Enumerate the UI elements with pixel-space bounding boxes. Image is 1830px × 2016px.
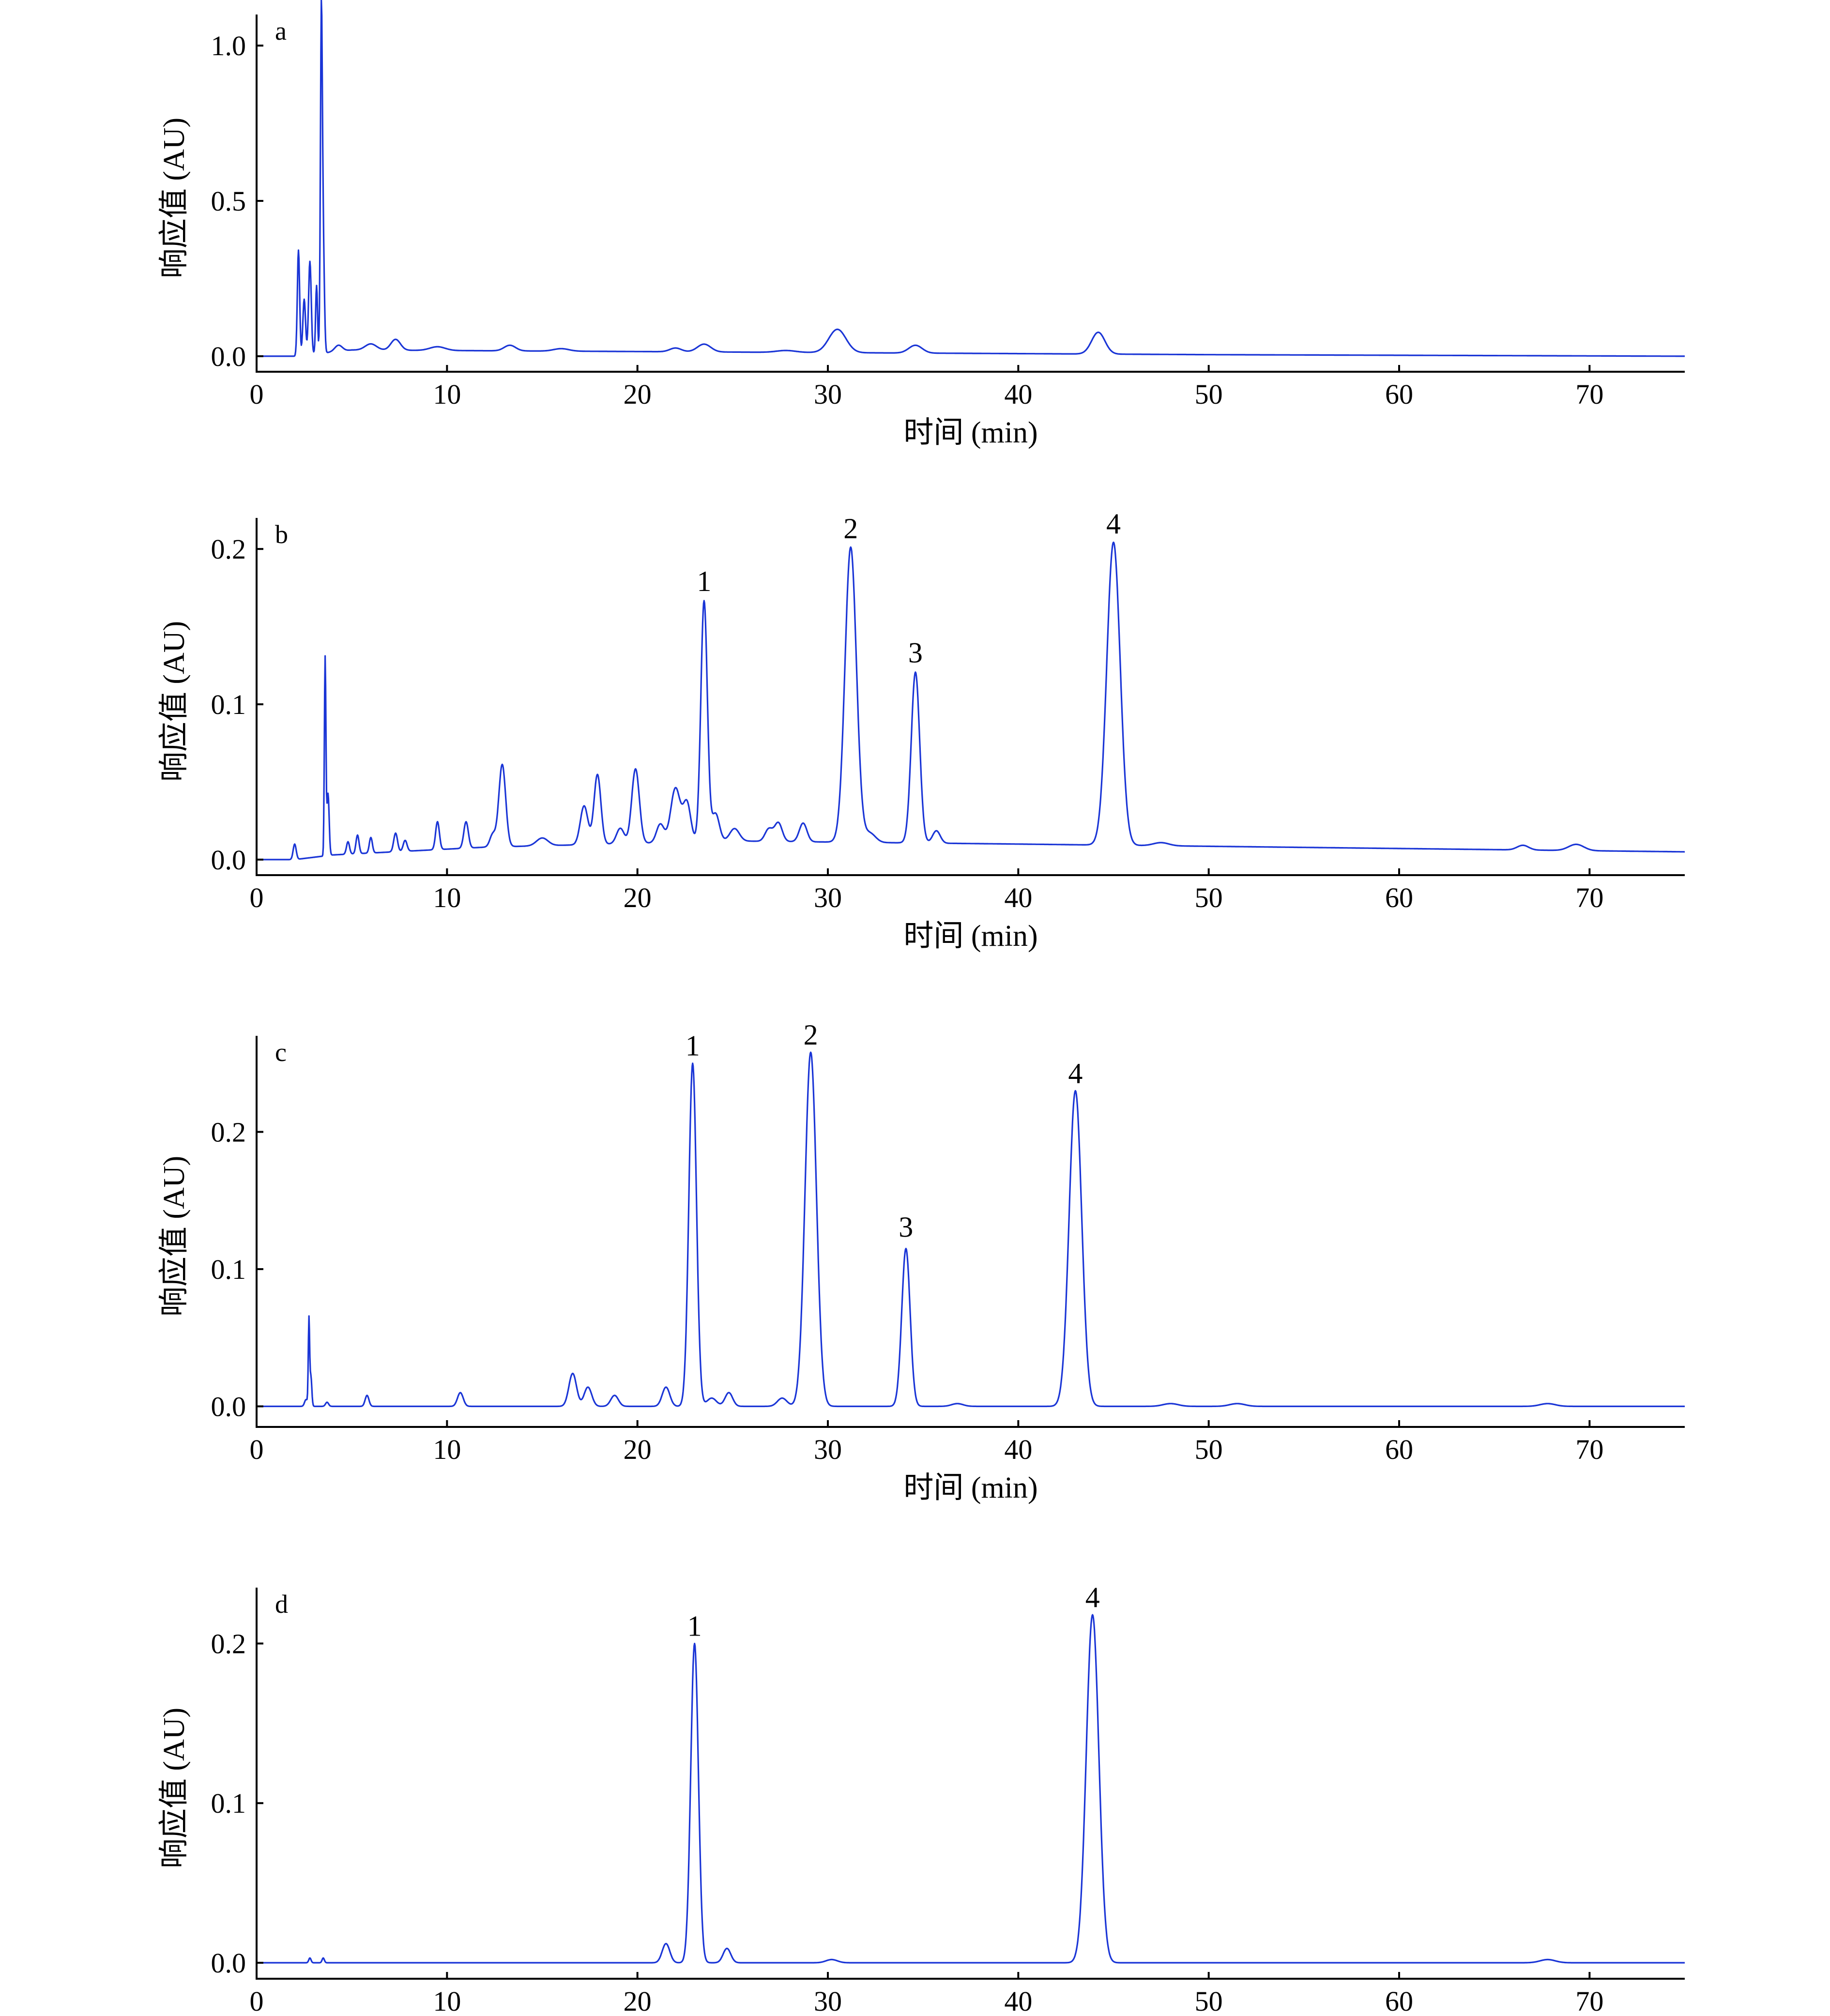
y-axis-title: 响应值 (AU) — [158, 118, 191, 278]
x-tick-label: 10 — [433, 379, 461, 410]
chart-panel-b: 0 10 20 30 40 50 60 70 0.0 0.1 0.2 时间 (min) 响应值 (AU)… — [158, 508, 1685, 953]
panel-letter: a — [275, 16, 287, 45]
x-tick-label: 30 — [814, 379, 842, 410]
panel-letter: b — [275, 520, 288, 549]
axis-lines — [256, 1036, 1685, 1428]
x-tick-label: 50 — [1195, 379, 1223, 410]
peak-label-2: 2 — [804, 1019, 818, 1051]
x-tick-label: 30 — [814, 1434, 842, 1465]
y-tick-label: 0.0 — [211, 1391, 246, 1422]
chart-panel-c: 0 10 20 30 40 50 60 70 0.0 0.1 0.2 时间 (min) 响应值 (AU)… — [158, 1019, 1685, 1504]
y-tick-label: 1.0 — [211, 30, 246, 61]
x-tick-label: 20 — [624, 1986, 652, 2016]
axis-lines — [256, 518, 1685, 876]
x-tick-label: 40 — [1004, 1986, 1032, 2016]
x-tick-label: 0 — [250, 882, 264, 913]
chromatogram-trace — [256, 541, 1685, 861]
peak-label-4: 4 — [1106, 508, 1121, 540]
peak-label-4: 4 — [1068, 1057, 1083, 1089]
x-tick-label: 20 — [624, 1434, 652, 1465]
x-tick-label: 50 — [1195, 1434, 1223, 1465]
x-tick-label: 70 — [1575, 1986, 1603, 2016]
x-tick-label: 60 — [1385, 1434, 1413, 1465]
x-axis-title: 时间 (min) — [903, 416, 1037, 449]
x-tick-label: 10 — [433, 1986, 461, 2016]
peak-label-2: 2 — [843, 513, 858, 545]
y-axis-title: 响应值 (AU) — [158, 621, 191, 782]
x-tick-label: 20 — [624, 882, 652, 913]
y-tick-label: 0.1 — [211, 689, 246, 720]
x-tick-label: 40 — [1004, 1434, 1032, 1465]
y-tick-label: 0.0 — [211, 844, 246, 876]
y-tick-label: 0.1 — [211, 1254, 246, 1285]
y-tick-label: 0.2 — [211, 533, 246, 565]
y-tick-label: 0.2 — [211, 1628, 246, 1659]
y-tick-label: 0.2 — [211, 1116, 246, 1148]
peak-label-1: 1 — [686, 1030, 700, 1062]
x-tick-label: 70 — [1575, 1434, 1603, 1465]
y-tick-label: 0.0 — [211, 341, 246, 372]
x-tick-label: 50 — [1195, 1986, 1223, 2016]
x-tick-label: 30 — [814, 882, 842, 913]
peak-label-1: 1 — [697, 565, 711, 597]
x-tick-label: 60 — [1385, 379, 1413, 410]
x-axis-title: 时间 (min) — [903, 920, 1037, 953]
x-tick-label: 50 — [1195, 882, 1223, 913]
y-tick-label: 0.0 — [211, 1947, 246, 1979]
x-tick-label: 0 — [250, 1986, 264, 2016]
panel-letter: d — [275, 1590, 288, 1619]
y-tick-label: 0.5 — [211, 185, 246, 217]
axis-lines — [256, 1588, 1685, 1980]
x-tick-label: 40 — [1004, 882, 1032, 913]
x-tick-label: 20 — [624, 379, 652, 410]
x-tick-label: 0 — [250, 379, 264, 410]
axis-lines — [256, 15, 1685, 373]
peak-label-4: 4 — [1085, 1581, 1100, 1613]
peak-label-3: 3 — [899, 1211, 913, 1243]
panel-letter: c — [275, 1038, 287, 1067]
chromatogram-trace — [256, 1051, 1685, 1408]
x-axis-title: 时间 (min) — [903, 1471, 1037, 1504]
y-tick-label: 0.1 — [211, 1788, 246, 1819]
chromatogram-trace — [256, 1614, 1685, 1964]
chromatogram-trace — [256, 0, 1685, 357]
x-tick-label: 10 — [433, 1434, 461, 1465]
x-tick-label: 30 — [814, 1986, 842, 2016]
x-tick-label: 10 — [433, 882, 461, 913]
y-axis-title: 响应值 (AU) — [158, 1708, 191, 1868]
x-tick-label: 0 — [250, 1434, 264, 1465]
x-tick-label: 60 — [1385, 1986, 1413, 2016]
chart-panel-a: 0 10 20 30 40 50 60 70 0.0 0.5 1.0 时间 (min) 响应值 (AU)… — [158, 0, 1685, 449]
y-axis-title: 响应值 (AU) — [158, 1156, 191, 1317]
x-tick-label: 70 — [1575, 882, 1603, 913]
x-tick-label: 40 — [1004, 379, 1032, 410]
peak-label-1: 1 — [687, 1610, 702, 1642]
x-tick-label: 60 — [1385, 882, 1413, 913]
x-tick-label: 70 — [1575, 379, 1603, 410]
peak-label-3: 3 — [908, 637, 923, 668]
